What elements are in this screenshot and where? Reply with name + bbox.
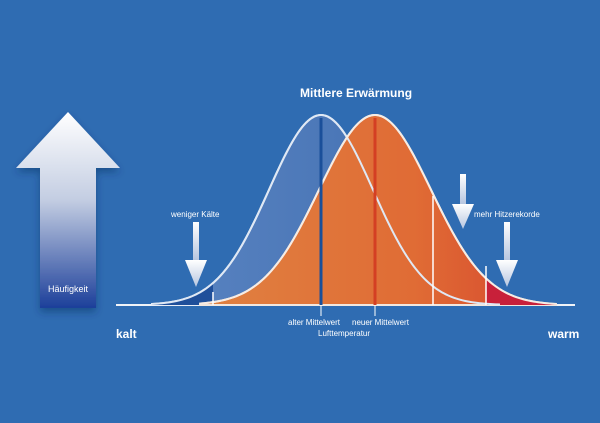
frequency-up-arrow-icon <box>16 112 120 308</box>
frequency-label: Häufigkeit <box>48 284 89 294</box>
diagram-title: Mittlere Erwärmung <box>300 86 413 100</box>
cold-axis-label: kalt <box>116 327 137 341</box>
old-mean-label: alter Mittelwert <box>288 318 341 327</box>
new-mean-label: neuer Mittelwert <box>352 318 409 327</box>
more-heat-records-label: mehr Hitzerekorde <box>474 210 540 219</box>
down-arrow-icon <box>452 174 474 229</box>
old-distribution-outline <box>151 114 501 306</box>
warm-axis-label: warm <box>548 327 580 341</box>
new-distribution-outline <box>199 114 557 305</box>
down-arrow-icon <box>496 222 518 287</box>
less-cold-label: weniger Kälte <box>171 210 220 219</box>
down-arrow-icon <box>185 222 207 287</box>
temperature-label: Lufttemperatur <box>318 329 371 338</box>
